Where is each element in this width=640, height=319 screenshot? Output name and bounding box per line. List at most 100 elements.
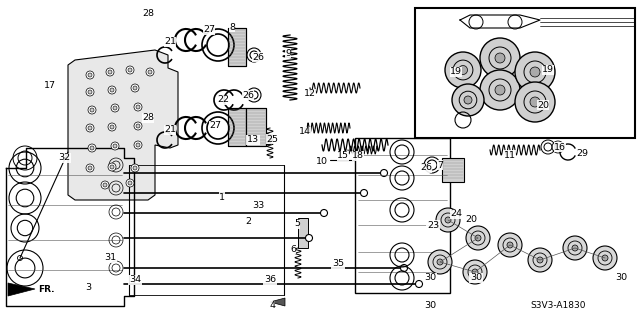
Text: 34: 34 bbox=[129, 276, 141, 285]
Circle shape bbox=[401, 264, 408, 271]
Circle shape bbox=[88, 73, 92, 77]
Circle shape bbox=[88, 106, 96, 114]
Text: 28: 28 bbox=[142, 114, 154, 122]
Text: 29: 29 bbox=[576, 150, 588, 159]
Bar bbox=[246, 108, 266, 146]
Circle shape bbox=[464, 96, 472, 104]
Circle shape bbox=[381, 169, 387, 176]
Circle shape bbox=[530, 67, 540, 77]
Circle shape bbox=[472, 269, 478, 275]
Circle shape bbox=[111, 142, 119, 150]
Circle shape bbox=[134, 141, 142, 149]
Text: 31: 31 bbox=[104, 254, 116, 263]
Text: 30: 30 bbox=[424, 273, 436, 283]
Text: 8: 8 bbox=[229, 23, 235, 32]
Circle shape bbox=[134, 122, 142, 130]
Text: 21: 21 bbox=[164, 38, 176, 47]
Text: 19: 19 bbox=[450, 68, 462, 77]
Bar bbox=[262, 134, 270, 144]
Circle shape bbox=[466, 226, 490, 250]
Text: 26: 26 bbox=[420, 164, 432, 173]
Circle shape bbox=[86, 164, 94, 172]
Circle shape bbox=[90, 146, 94, 150]
Circle shape bbox=[480, 70, 520, 110]
Circle shape bbox=[110, 165, 114, 169]
Circle shape bbox=[133, 86, 137, 90]
Bar bbox=[228, 108, 246, 146]
Circle shape bbox=[475, 235, 481, 241]
Circle shape bbox=[515, 52, 555, 92]
Text: S3V3-A1830: S3V3-A1830 bbox=[530, 301, 586, 310]
Text: 2: 2 bbox=[245, 218, 251, 226]
Circle shape bbox=[90, 108, 94, 112]
Text: 25: 25 bbox=[266, 135, 278, 144]
Circle shape bbox=[452, 84, 484, 116]
Circle shape bbox=[101, 181, 109, 189]
Circle shape bbox=[530, 97, 540, 107]
Circle shape bbox=[110, 125, 114, 129]
Text: 4: 4 bbox=[269, 301, 275, 310]
Circle shape bbox=[110, 88, 114, 92]
Text: 15: 15 bbox=[337, 152, 349, 160]
Circle shape bbox=[428, 250, 452, 274]
Circle shape bbox=[360, 189, 367, 197]
Circle shape bbox=[321, 210, 328, 217]
Text: 3: 3 bbox=[85, 284, 91, 293]
Bar bbox=[246, 108, 266, 146]
Text: 1: 1 bbox=[219, 192, 225, 202]
Circle shape bbox=[133, 166, 137, 170]
Text: 28: 28 bbox=[142, 10, 154, 19]
Circle shape bbox=[88, 90, 92, 94]
Circle shape bbox=[495, 53, 505, 63]
Circle shape bbox=[528, 248, 552, 272]
Bar bbox=[442, 158, 464, 182]
Text: 19: 19 bbox=[542, 65, 554, 75]
Circle shape bbox=[86, 71, 94, 79]
Text: 13: 13 bbox=[247, 136, 259, 145]
Circle shape bbox=[126, 66, 134, 74]
Text: 30: 30 bbox=[424, 301, 436, 310]
Circle shape bbox=[515, 82, 555, 122]
Text: FR.: FR. bbox=[38, 286, 54, 294]
Circle shape bbox=[108, 163, 116, 171]
Circle shape bbox=[108, 86, 116, 94]
Circle shape bbox=[131, 164, 139, 172]
Text: 9: 9 bbox=[285, 48, 291, 57]
Circle shape bbox=[458, 65, 467, 75]
Circle shape bbox=[563, 236, 587, 260]
Text: 20: 20 bbox=[537, 100, 549, 109]
Circle shape bbox=[507, 242, 513, 248]
Text: 20: 20 bbox=[465, 216, 477, 225]
Text: 12: 12 bbox=[304, 90, 316, 99]
Circle shape bbox=[495, 85, 505, 95]
Text: 27: 27 bbox=[203, 26, 215, 34]
Circle shape bbox=[480, 38, 520, 78]
Text: 14: 14 bbox=[299, 128, 311, 137]
Bar bbox=[355, 138, 450, 293]
Circle shape bbox=[572, 245, 578, 251]
Circle shape bbox=[128, 181, 132, 185]
Text: 30: 30 bbox=[615, 273, 627, 283]
Circle shape bbox=[148, 70, 152, 74]
Circle shape bbox=[103, 183, 107, 187]
Bar bbox=[298, 218, 308, 248]
Text: 24: 24 bbox=[450, 210, 462, 219]
Text: 21: 21 bbox=[164, 125, 176, 135]
Circle shape bbox=[463, 260, 487, 284]
Text: 18: 18 bbox=[352, 152, 364, 160]
Bar bbox=[228, 28, 246, 66]
Text: 26: 26 bbox=[242, 91, 254, 100]
Text: 16: 16 bbox=[554, 143, 566, 152]
Polygon shape bbox=[8, 283, 35, 296]
Circle shape bbox=[445, 52, 481, 88]
Circle shape bbox=[134, 103, 142, 111]
Circle shape bbox=[593, 246, 617, 270]
Circle shape bbox=[305, 234, 312, 241]
Text: 35: 35 bbox=[332, 259, 344, 269]
Text: 32: 32 bbox=[58, 153, 70, 162]
Circle shape bbox=[108, 70, 112, 74]
Circle shape bbox=[108, 123, 116, 131]
Circle shape bbox=[445, 217, 451, 223]
Circle shape bbox=[136, 124, 140, 128]
Text: 23: 23 bbox=[427, 220, 439, 229]
